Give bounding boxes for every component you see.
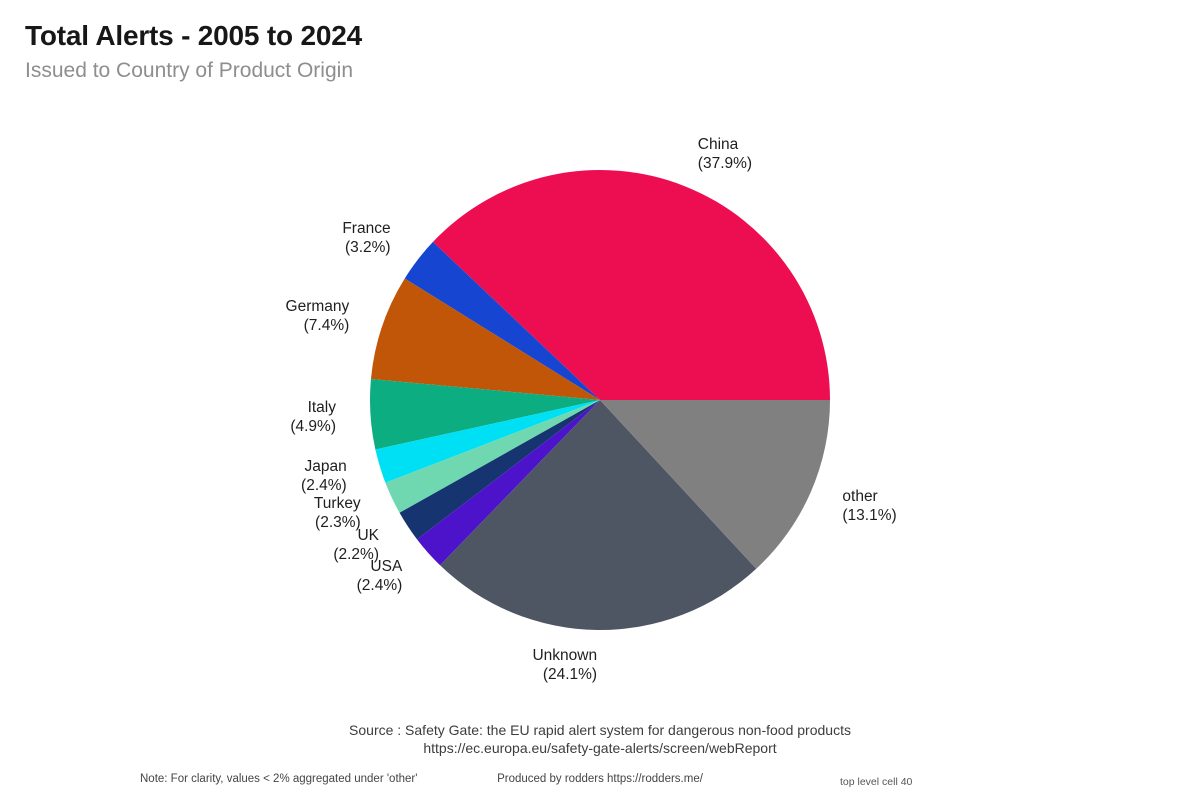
cell-reference-note: top level cell 40 (840, 776, 913, 788)
pie-slice-unknown (440, 400, 757, 631)
chart-title: Total Alerts - 2005 to 2024 (25, 20, 362, 51)
aggregation-note: Note: For clarity, values < 2% aggregate… (140, 773, 418, 785)
pie-slice-china (432, 169, 830, 400)
pie-slice-japan (375, 400, 600, 483)
produced-by-note: Produced by rodders https://rodders.me/ (497, 773, 703, 785)
chart-subtitle: Issued to Country of Product Origin (25, 59, 353, 82)
pie-slice-france (404, 241, 600, 400)
pie-slice-germany (370, 278, 600, 400)
pie-slice-italy (370, 379, 600, 450)
pie-slice-turkey (385, 400, 600, 513)
pie-slice-other (600, 400, 830, 569)
source-line1: Source : Safety Gate: the EU rapid alert… (349, 722, 851, 738)
pie-slice-usa (417, 400, 600, 566)
pie-slice-uk (399, 400, 600, 540)
source-attribution: Source : Safety Gate: the EU rapid alert… (349, 722, 851, 757)
source-line2: https://ec.europa.eu/safety-gate-alerts/… (423, 739, 777, 756)
